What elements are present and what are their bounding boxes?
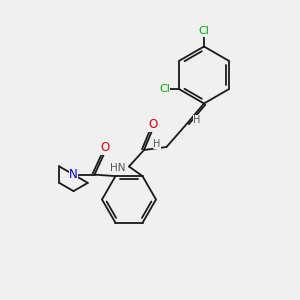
Text: H: H — [153, 139, 160, 149]
Text: Cl: Cl — [159, 84, 170, 94]
Text: N: N — [69, 168, 78, 181]
Text: O: O — [100, 141, 109, 154]
Text: H: H — [194, 115, 201, 125]
Text: HN: HN — [110, 163, 125, 173]
Text: Cl: Cl — [199, 26, 209, 37]
Text: O: O — [148, 118, 158, 131]
